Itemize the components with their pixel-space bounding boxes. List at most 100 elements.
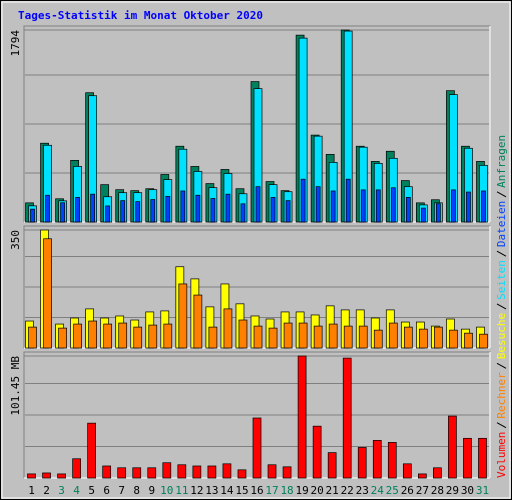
x-tick-label: 24: [371, 484, 385, 497]
x-tick-label: 31: [476, 484, 489, 497]
bar: [57, 473, 66, 479]
bar: [327, 452, 337, 479]
bar: [282, 466, 292, 479]
y-tick-label: 101.45 MB: [9, 356, 22, 416]
legend-label: Rechner: [495, 372, 508, 419]
bar: [481, 190, 486, 223]
bar: [105, 205, 111, 223]
legend-label: Anfragen: [495, 135, 508, 188]
bar: [328, 323, 338, 349]
x-tick-label: 29: [446, 484, 459, 497]
bar: [195, 194, 201, 223]
bar: [133, 326, 143, 349]
x-tick-label: 22: [341, 484, 354, 497]
bar: [87, 422, 96, 479]
bar: [238, 319, 248, 349]
bar: [117, 467, 127, 479]
x-tick-label: 18: [280, 484, 293, 497]
bar: [402, 463, 412, 479]
bar: [388, 322, 398, 349]
bar: [73, 323, 82, 349]
bar: [75, 197, 80, 223]
bar: [387, 442, 397, 479]
x-tick-label: 15: [235, 484, 248, 497]
x-tick-label: 12: [190, 484, 203, 497]
bar: [358, 325, 368, 349]
bar: [434, 326, 443, 349]
x-tick-label: 20: [311, 484, 324, 497]
bar: [403, 326, 413, 349]
bar: [267, 464, 277, 479]
bar: [45, 194, 50, 223]
bar: [345, 178, 351, 223]
x-tick-label: 23: [356, 484, 369, 497]
bar: [103, 323, 113, 349]
bar: [180, 190, 186, 223]
bar: [372, 440, 382, 479]
y-tick-label: 1794: [9, 30, 22, 57]
bar: [28, 326, 37, 349]
x-tick-label: 30: [461, 484, 474, 497]
bar: [463, 437, 472, 479]
x-tick-label: 6: [103, 484, 110, 497]
x-tick-label: 28: [431, 484, 444, 497]
bar: [222, 463, 232, 479]
bar: [357, 447, 367, 479]
bar: [90, 193, 95, 223]
bar: [118, 322, 128, 349]
bar: [479, 333, 488, 349]
x-tick-label: 11: [175, 484, 188, 497]
bar: [464, 332, 473, 349]
bar: [421, 207, 426, 223]
bar: [165, 195, 171, 223]
x-tick-label: 7: [118, 484, 125, 497]
x-tick-label: 10: [160, 484, 173, 497]
bar: [162, 462, 172, 479]
bar: [163, 323, 173, 349]
x-tick-label: 27: [416, 484, 429, 497]
bar: [405, 197, 411, 223]
bar: [451, 189, 456, 223]
x-tick-label: 14: [220, 484, 234, 497]
bar: [253, 325, 263, 349]
bar: [150, 199, 156, 223]
bar: [330, 190, 336, 223]
bar: [449, 329, 458, 349]
legend-separator: [496, 362, 507, 369]
x-tick-label: 4: [73, 484, 80, 497]
x-tick-label: 2: [43, 484, 50, 497]
legend-label: Besuche: [495, 313, 508, 359]
bar: [132, 467, 142, 479]
bar: [223, 308, 233, 349]
bar: [478, 437, 487, 479]
legend-label: Volumen: [495, 432, 508, 478]
bar: [58, 327, 67, 349]
legend-separator: [496, 250, 507, 257]
bar: [210, 198, 216, 223]
x-tick-label: 5: [88, 484, 95, 497]
bar: [237, 469, 247, 479]
bar: [270, 197, 276, 223]
bar: [312, 425, 322, 479]
x-tick-label: 3: [58, 484, 65, 497]
bar: [60, 202, 65, 223]
chart-title: Tages-Statistik im Monat Oktober 2020: [18, 9, 263, 22]
x-tick-label: 9: [148, 484, 155, 497]
bar: [147, 467, 157, 479]
x-tick-label: 8: [133, 484, 140, 497]
bar: [225, 193, 231, 223]
bar: [433, 467, 442, 479]
bar: [418, 473, 427, 479]
bar: [135, 201, 141, 223]
bar: [298, 322, 308, 349]
bar: [240, 203, 246, 223]
bar: [300, 178, 306, 223]
bar: [252, 417, 262, 479]
bar: [27, 473, 36, 479]
x-tick-label: 17: [265, 484, 278, 497]
legend-separator: [496, 191, 507, 198]
bar: [178, 283, 188, 349]
bar: [297, 355, 307, 479]
